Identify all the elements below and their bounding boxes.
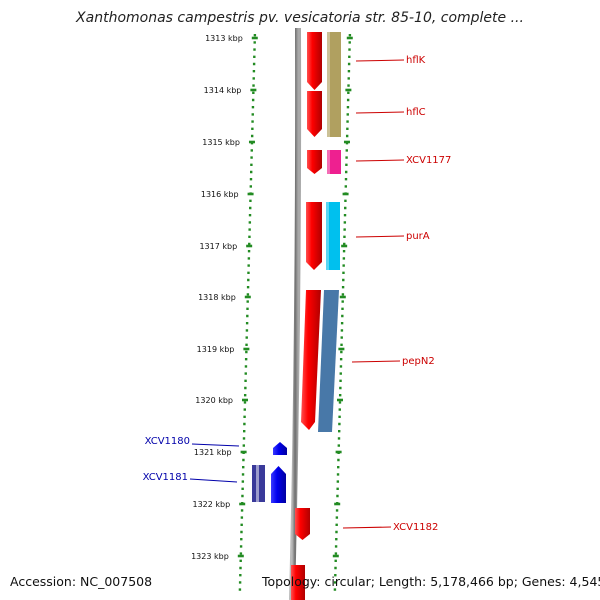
scale-ruler: 1313 kbp 1314 kbp 1315 kbp 1316 kbp 1317 kbp… [191,34,353,591]
gene-arrow-XCV1177[interactable] [307,150,322,174]
gene-arrow-hflK[interactable] [307,32,322,90]
category-block-purA[interactable] [326,202,340,270]
gene-arrow-purA[interactable] [306,202,322,270]
map-title: Xanthomonas campestris pv. vesicatoria s… [76,10,524,26]
scale-tick-label: 1321 kbp [194,448,232,457]
gene-arrow-hflC[interactable] [307,91,322,137]
genome-backbone [289,27,302,600]
label-leader-line [355,59,405,62]
gene-label-hflK[interactable]: hflK [406,55,426,66]
label-leader-line [351,360,401,363]
scale-tick-label: 1317 kbp [199,242,237,251]
gene-arrow-XCV1180[interactable] [273,442,287,455]
category-highlight [326,202,329,270]
label-leader-line [355,235,405,238]
scale-tick-label: 1322 kbp [192,500,230,509]
label-leader-line [342,526,392,529]
scale-tick-label: 1313 kbp [205,34,243,43]
gene-labels: hflK hflC XCV1177 purA pepN2 XCV1182 XCV1180 XC… [143,55,452,533]
gene-arrow-pepN2[interactable] [301,290,321,430]
gene-arrow-XCV1181[interactable] [271,466,286,503]
label-leader-line [191,443,240,447]
functional-category-track [252,32,341,502]
scale-tick-label: 1314 kbp [204,86,242,95]
label-leader-line [355,111,405,114]
topology-label: Topology: circular; Length: 5,178,466 bp… [262,574,600,589]
label-leader-line [355,159,405,162]
gene-arrow-XCV1182[interactable] [295,508,310,540]
category-block-hflK-hflC[interactable] [327,32,341,137]
scale-dotted-line-left [238,34,257,591]
gene-label-XCV1177[interactable]: XCV1177 [406,155,451,166]
gene-label-XCV1180[interactable]: XCV1180 [145,436,190,447]
gene-label-purA[interactable]: purA [406,231,430,242]
label-leader-line [189,478,238,483]
gene-label-XCV1182[interactable]: XCV1182 [393,522,438,533]
gene-label-pepN2[interactable]: pepN2 [402,356,435,367]
category-highlight [327,150,330,174]
accession-label: Accession: NC_007508 [10,574,153,589]
scale-dotted-line-right [333,34,352,591]
gene-track [271,32,322,600]
category-highlight [256,465,259,502]
category-block-pepN2[interactable] [318,290,339,432]
scale-tick-label: 1323 kbp [191,552,229,561]
category-block-XCV1177[interactable] [327,150,341,174]
scale-tick-label: 1318 kbp [198,293,236,302]
category-highlight [327,32,330,137]
gene-label-XCV1181[interactable]: XCV1181 [143,472,188,483]
scale-tick-label: 1319 kbp [197,345,235,354]
scale-tick-label: 1316 kbp [201,190,239,199]
scale-tick-label: 1315 kbp [202,138,240,147]
scale-tick-label: 1320 kbp [195,396,233,405]
gene-label-hflC[interactable]: hflC [406,107,426,118]
gene-arrow-next[interactable] [291,565,305,600]
